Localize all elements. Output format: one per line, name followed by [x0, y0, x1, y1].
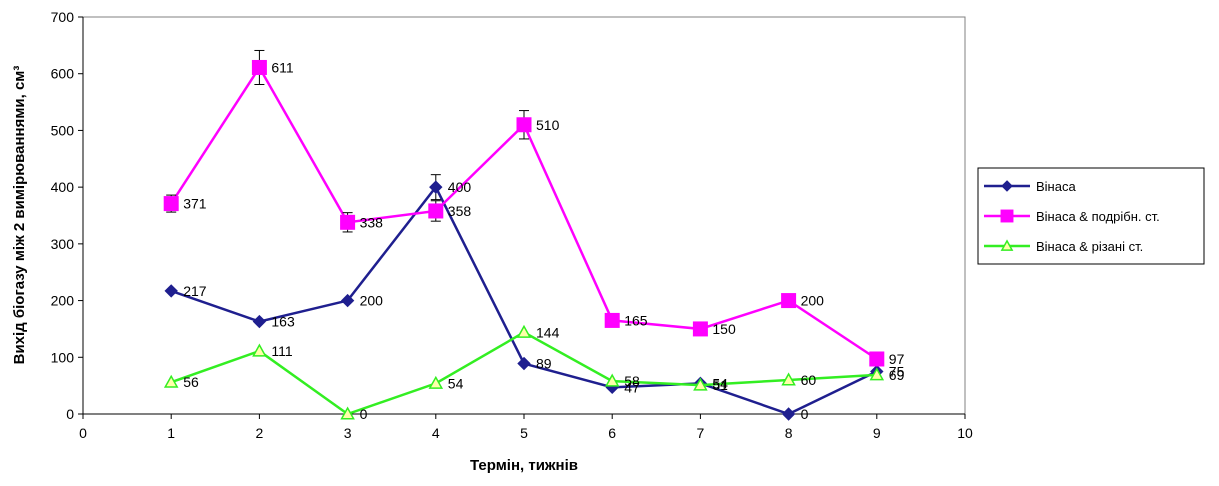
x-tick-label: 2 [256, 425, 264, 441]
x-axis-title: Термін, тижнів [470, 457, 578, 474]
y-tick-label: 300 [51, 236, 75, 252]
data-point [693, 377, 708, 391]
plot-area [82, 16, 966, 415]
data-label: 163 [271, 314, 295, 330]
data-label: 0 [360, 406, 368, 422]
series-1 [164, 174, 884, 421]
data-point [781, 372, 796, 386]
x-tick-label: 3 [344, 425, 352, 441]
data-point [251, 59, 267, 75]
data-label: 47 [624, 379, 640, 395]
y-tick-label: 700 [51, 9, 75, 25]
x-tick-label: 9 [873, 425, 881, 441]
y-tick-label: 600 [51, 66, 75, 82]
data-label: 69 [889, 367, 905, 383]
x-tick-label: 8 [785, 425, 793, 441]
y-tick-label: 100 [51, 349, 75, 365]
data-point [164, 284, 178, 298]
data-label: 97 [889, 351, 905, 367]
data-label: 144 [536, 324, 560, 340]
legend-marker [1000, 209, 1014, 223]
data-point [428, 375, 444, 389]
data-point [340, 406, 355, 420]
data-point [252, 343, 267, 357]
data-label: 111 [271, 343, 292, 359]
y-tick-label: 400 [51, 179, 75, 195]
data-point [252, 314, 267, 329]
data-label: 165 [624, 312, 648, 328]
data-label: 611 [271, 59, 294, 75]
data-label: 358 [448, 203, 472, 219]
data-point [517, 356, 531, 371]
data-label: 75 [889, 363, 905, 379]
legend-entry: Вінаса & подрібн. ст. [1036, 209, 1160, 224]
data-point [869, 351, 885, 367]
data-point [692, 321, 708, 337]
y-tick-label: 500 [51, 122, 75, 138]
y-axis-title: Вихід біогазу між 2 вимірюваннями, см³ [11, 66, 28, 365]
legend: Вінаса Вінаса & подрібн. ст. Вінаса & різа… [977, 167, 1205, 265]
data-label: 54 [712, 375, 728, 391]
x-tick-label: 1 [167, 425, 175, 441]
data-label: 200 [360, 293, 384, 309]
data-point [429, 180, 443, 194]
data-label: 510 [536, 117, 560, 133]
data-point [604, 373, 620, 387]
data-point [604, 312, 620, 328]
data-label: 58 [624, 373, 640, 389]
data-label: 60 [801, 372, 817, 388]
data-label: 150 [712, 321, 736, 337]
series-2 [163, 49, 885, 367]
data-label: 89 [536, 356, 552, 372]
data-point [781, 407, 796, 421]
data-label: 217 [183, 283, 207, 299]
legend-entry: Вінаса & різані ст. [1036, 239, 1143, 254]
data-label: 371 [183, 196, 207, 212]
series-3 [163, 324, 885, 420]
data-label: 0 [801, 406, 809, 422]
x-tick-label: 10 [957, 425, 973, 441]
data-point [428, 203, 444, 219]
x-tick-label: 0 [79, 425, 87, 441]
data-label: 51 [712, 377, 728, 393]
data-label: 400 [448, 179, 472, 195]
x-tick-label: 4 [432, 425, 440, 441]
data-label: 54 [448, 375, 464, 391]
legend-entry: Вінаса [1036, 179, 1076, 194]
y-tick-label: 200 [51, 293, 75, 309]
y-tick-label: 0 [66, 406, 74, 422]
data-label: 200 [801, 293, 825, 309]
x-tick-label: 7 [697, 425, 705, 441]
data-label: 56 [183, 374, 199, 390]
x-tick-label: 6 [608, 425, 616, 441]
data-label: 338 [360, 214, 384, 230]
data-point [516, 324, 532, 338]
data-point [340, 214, 356, 230]
data-point [869, 367, 885, 381]
x-tick-label: 5 [520, 425, 528, 441]
legend-marker [1000, 239, 1014, 251]
data-point [163, 196, 179, 212]
series-layer [163, 49, 885, 421]
plot-border [82, 16, 966, 415]
data-point [163, 374, 179, 388]
legend-marker [1001, 180, 1013, 192]
data-point [516, 117, 532, 133]
data-point [340, 293, 355, 308]
data-point [781, 293, 797, 309]
